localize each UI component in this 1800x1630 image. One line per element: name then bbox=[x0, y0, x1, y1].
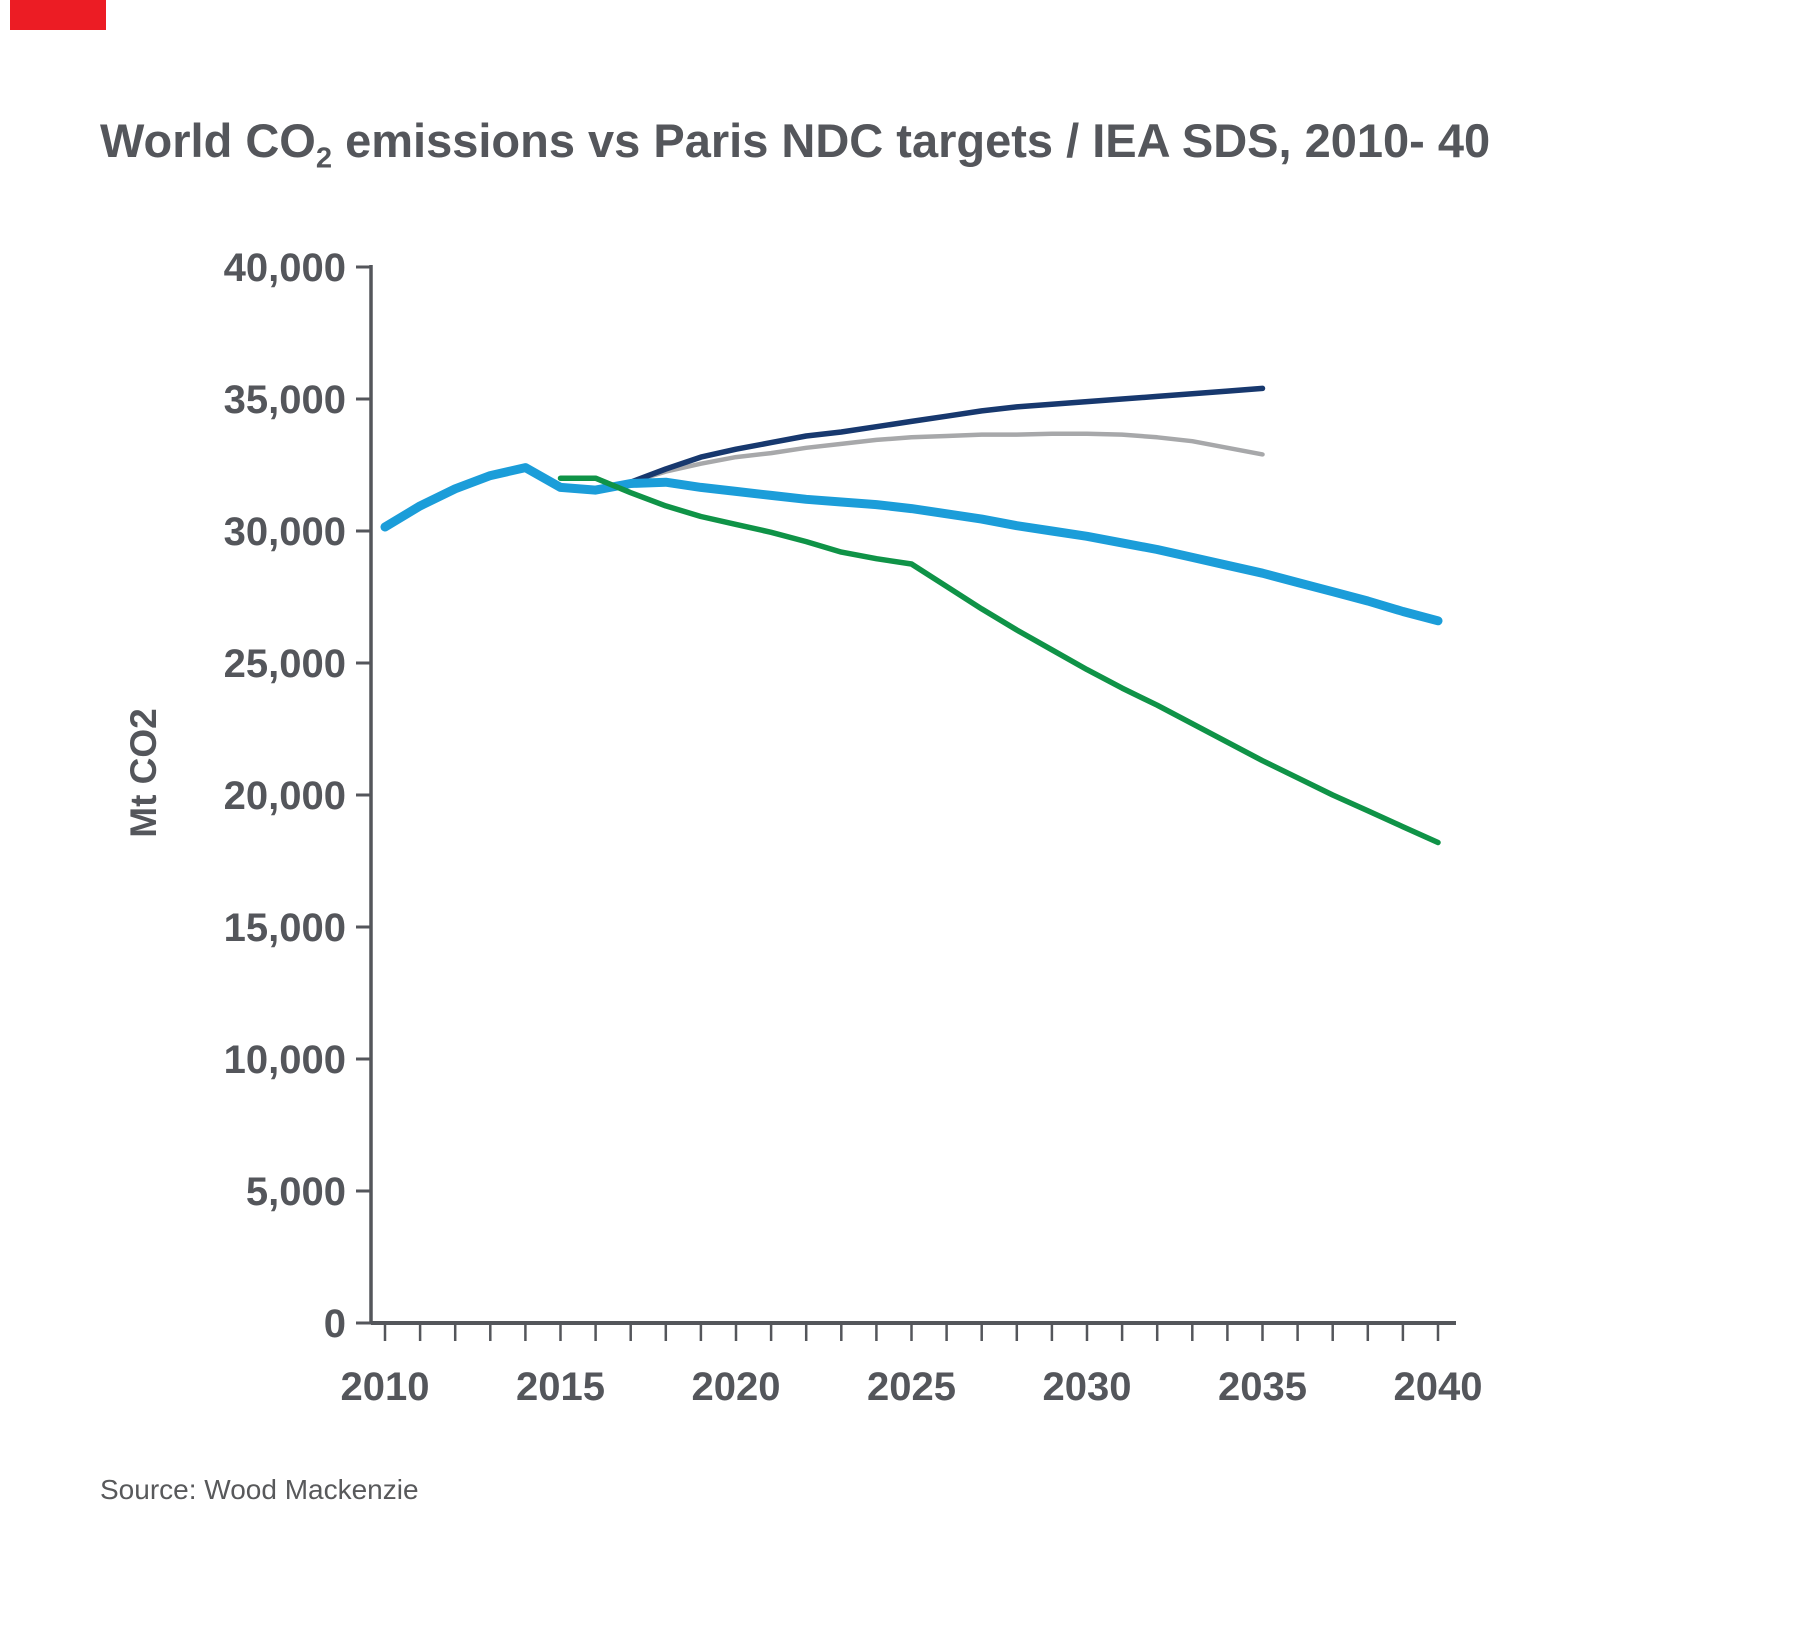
x-axis-tick-label: 2015 bbox=[516, 1365, 605, 1409]
y-axis-title: Mt CO2 bbox=[123, 708, 164, 838]
x-axis-tick-label: 2035 bbox=[1218, 1365, 1307, 1409]
chart-title-text-post: emissions vs Paris NDC targets / IEA SDS… bbox=[332, 114, 1491, 168]
x-axis-tick-label: 2030 bbox=[1043, 1365, 1132, 1409]
x-axis-tick-label: 2020 bbox=[692, 1365, 781, 1409]
y-axis-tick-label: 15,000 bbox=[224, 906, 346, 950]
series-green-line bbox=[557, 475, 1441, 846]
y-axis-tick-label: 35,000 bbox=[224, 378, 346, 422]
brand-accent-block bbox=[10, 0, 106, 30]
y-axis-tick-label: 25,000 bbox=[224, 642, 346, 686]
y-axis-tick-label: 5,000 bbox=[246, 1170, 346, 1214]
x-axis-tick-label: 2025 bbox=[867, 1365, 956, 1409]
chart-title-text: World CO bbox=[100, 114, 316, 168]
series-light-blue-thick-line bbox=[380, 463, 1443, 626]
chart-title-subscript: 2 bbox=[315, 142, 333, 175]
chart-title: World CO2 emissions vs Paris NDC targets… bbox=[100, 113, 1491, 173]
y-axis-tick-label: 20,000 bbox=[224, 774, 346, 818]
series-gray-line bbox=[628, 431, 1265, 485]
y-axis-tick-label: 30,000 bbox=[224, 510, 346, 554]
series-dark-navy-line bbox=[627, 385, 1266, 485]
y-axis-tick-label: 0 bbox=[324, 1302, 346, 1346]
x-axis-tick-label: 2010 bbox=[341, 1365, 430, 1409]
y-axis-tick-label: 40,000 bbox=[224, 246, 346, 290]
source-attribution: Source: Wood Mackenzie bbox=[100, 1474, 419, 1505]
y-axis-tick-label: 10,000 bbox=[224, 1038, 346, 1082]
x-axis-tick-label: 2040 bbox=[1394, 1365, 1483, 1409]
